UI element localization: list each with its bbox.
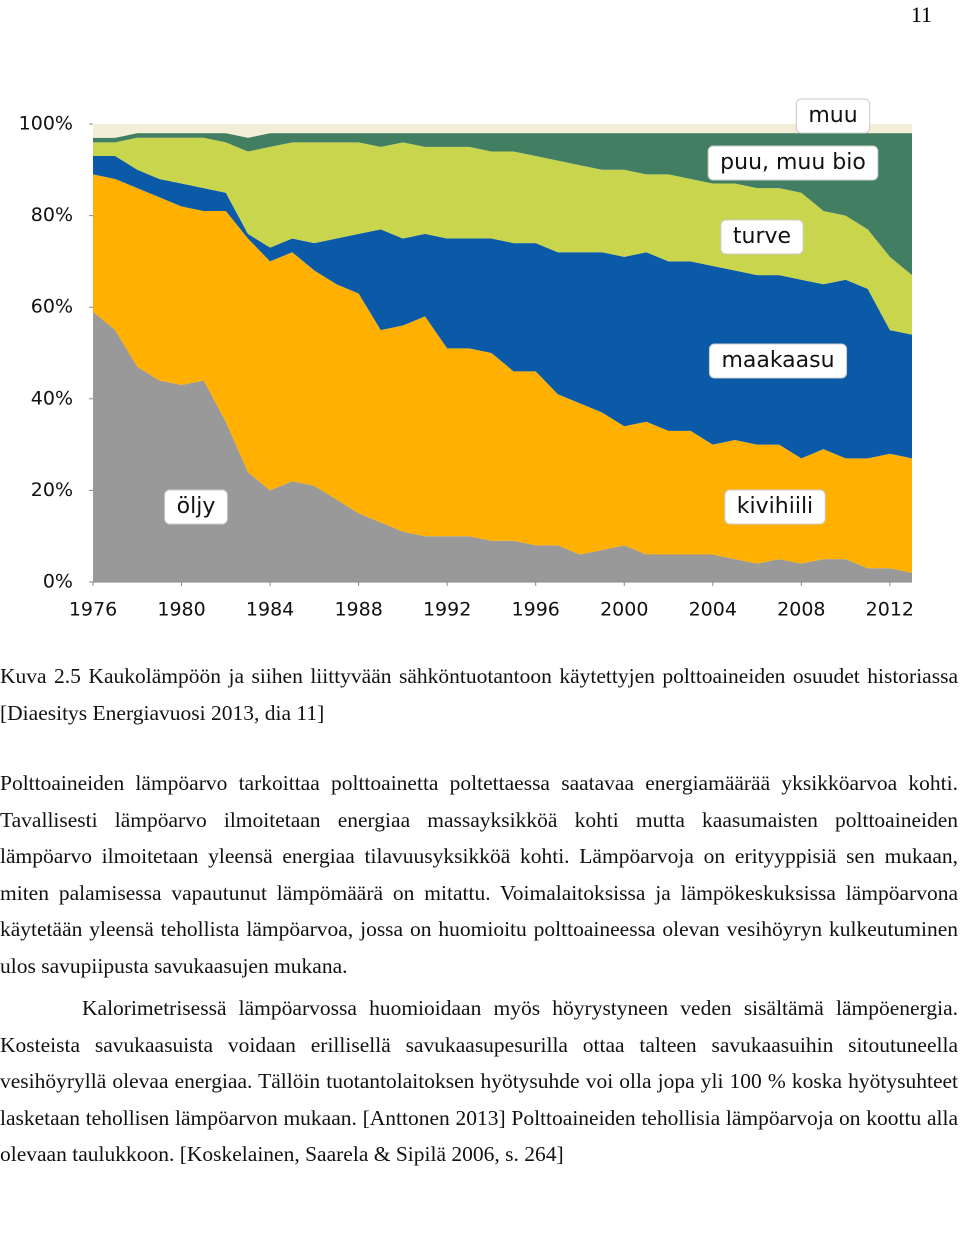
y-tick-label: 100% xyxy=(19,113,73,135)
x-tick-label: 1996 xyxy=(512,599,560,621)
y-tick-label: 80% xyxy=(31,204,73,226)
series-label: öljy xyxy=(164,489,228,525)
x-tick-label: 1992 xyxy=(423,599,471,621)
legend-label: muu xyxy=(808,103,857,128)
x-tick-label: 1988 xyxy=(334,599,382,621)
label-box xyxy=(708,343,848,379)
x-tick-label: 2012 xyxy=(866,599,914,621)
x-tick-label: 1984 xyxy=(246,599,294,621)
label-box xyxy=(164,489,228,525)
series-label: muu xyxy=(795,98,871,134)
series-label: kivihiili xyxy=(724,489,826,525)
area xyxy=(93,133,912,276)
y-tick-label: 20% xyxy=(31,479,73,501)
x-tick-label: 2008 xyxy=(777,599,825,621)
label-box xyxy=(724,489,826,525)
y-tick-label: 60% xyxy=(31,296,73,318)
series-label: turve xyxy=(720,219,804,255)
label-box xyxy=(795,98,871,134)
paragraph: Polttoaineiden lämpöarvo tarkoittaa polt… xyxy=(0,771,958,978)
area xyxy=(93,156,912,459)
x-tick-label: 1976 xyxy=(69,599,117,621)
legend-label: kivihiili xyxy=(737,494,813,519)
y-tick-label: 40% xyxy=(31,387,73,409)
area xyxy=(93,124,912,138)
page-number: 11 xyxy=(910,2,932,27)
y-tick-label: 0% xyxy=(43,571,73,593)
label-box xyxy=(720,219,804,255)
document-text: Kuva 2.5 Kaukolämpöön ja siihen liittyvä… xyxy=(0,658,958,1173)
x-tick-label: 1980 xyxy=(157,599,205,621)
legend-label: maakaasu xyxy=(721,348,834,373)
series-label: maakaasu xyxy=(708,343,848,379)
chart: 0% 20% 40% 60% 80% 100% 1976 1980 1984 1988 1992 19… xyxy=(19,98,914,621)
x-tick-label: 2004 xyxy=(689,599,737,621)
series-label: puu, muu bio xyxy=(707,145,879,181)
label-box xyxy=(707,145,879,181)
area xyxy=(93,137,912,335)
caption: Kuva 2.5 Kaukolämpöön ja siihen liittyvä… xyxy=(0,664,958,725)
x-tick-label: 2000 xyxy=(600,599,648,621)
area xyxy=(93,311,912,582)
legend-label: öljy xyxy=(177,494,216,519)
legend-label: puu, muu bio xyxy=(720,150,866,175)
legend-label: turve xyxy=(733,224,791,249)
area xyxy=(93,174,912,573)
paragraph: Kalorimetrisessä lämpöarvossa huomioidaa… xyxy=(0,996,958,1166)
